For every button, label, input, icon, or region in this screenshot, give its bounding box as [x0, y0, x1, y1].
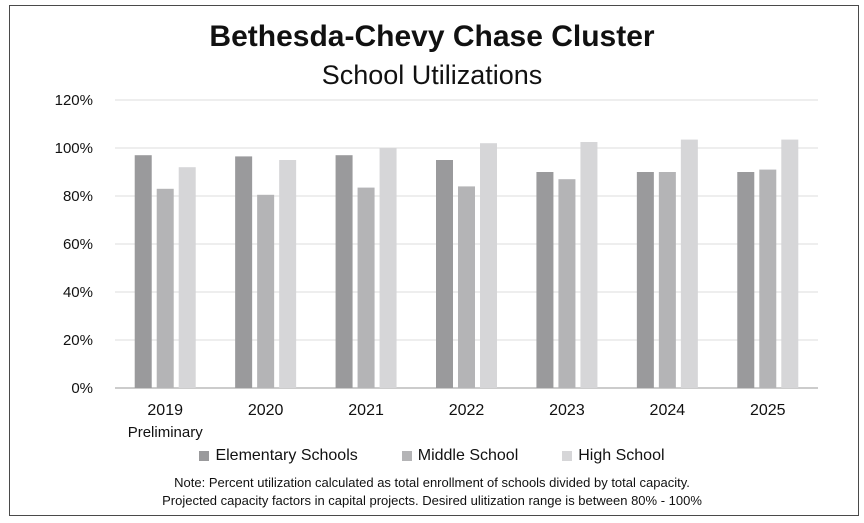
x-tick-label: 2025 [750, 402, 786, 419]
bar-middle-school [458, 186, 475, 388]
legend-label-middle: Middle School [417, 447, 519, 464]
y-tick-label: 40% [63, 284, 93, 301]
x-tick-sublabel: Preliminary [128, 424, 204, 441]
bar-elementary-schools [536, 172, 554, 388]
bar-elementary-schools [737, 172, 755, 388]
chart-note-line-2: Projected capacity factors in capital pr… [162, 493, 702, 508]
bar-high-school [580, 142, 598, 388]
legend-swatch-elementary [199, 451, 210, 461]
bar-high-school [781, 139, 799, 388]
bar-high-school [178, 167, 196, 388]
bar-middle-school [558, 179, 576, 388]
legend-label-elementary: Elementary Schools [215, 447, 358, 464]
bar-elementary-schools [436, 160, 453, 388]
y-tick-label: 120% [55, 92, 93, 109]
x-tick-label: 2020 [248, 402, 284, 419]
bar-high-school [379, 148, 397, 388]
bar-elementary-schools [134, 155, 152, 388]
chart-legend: Elementary Schools Middle School High Sc… [0, 447, 864, 465]
bar-elementary-schools [636, 172, 654, 388]
bar-elementary-schools [235, 156, 253, 388]
y-tick-label: 60% [63, 236, 93, 253]
y-tick-label: 0% [71, 380, 93, 397]
legend-swatch-middle [401, 451, 412, 461]
bar-middle-school [759, 169, 777, 388]
legend-item-elementary: Elementary Schools [199, 447, 358, 465]
bar-middle-school [357, 187, 375, 388]
legend-item-middle: Middle School [401, 447, 519, 465]
bar-high-school [680, 139, 698, 388]
bar-middle-school [658, 172, 676, 388]
bar-middle-school [257, 194, 275, 388]
bar-high-school [480, 143, 497, 388]
bar-elementary-schools [335, 155, 353, 388]
legend-item-high: High School [562, 447, 665, 465]
bar-high-school [279, 160, 297, 388]
legend-swatch-high [562, 451, 573, 461]
x-tick-label: 2023 [549, 402, 585, 419]
chart-subtitle: School Utilizations [321, 60, 543, 90]
x-tick-label: 2021 [348, 402, 384, 419]
x-tick-label: 2019 [147, 402, 183, 419]
x-tick-label: 2024 [650, 402, 686, 419]
y-tick-label: 100% [55, 140, 93, 157]
y-tick-label: 80% [63, 188, 93, 205]
bar-middle-school [156, 188, 174, 388]
x-tick-label: 2022 [449, 402, 485, 419]
chart-note-line-1: Note: Percent utilization calculated as … [174, 475, 690, 490]
chart-title: Bethesda-Chevy Chase Cluster [209, 20, 655, 53]
legend-label-high: High School [578, 447, 665, 464]
y-tick-label: 20% [63, 332, 93, 349]
